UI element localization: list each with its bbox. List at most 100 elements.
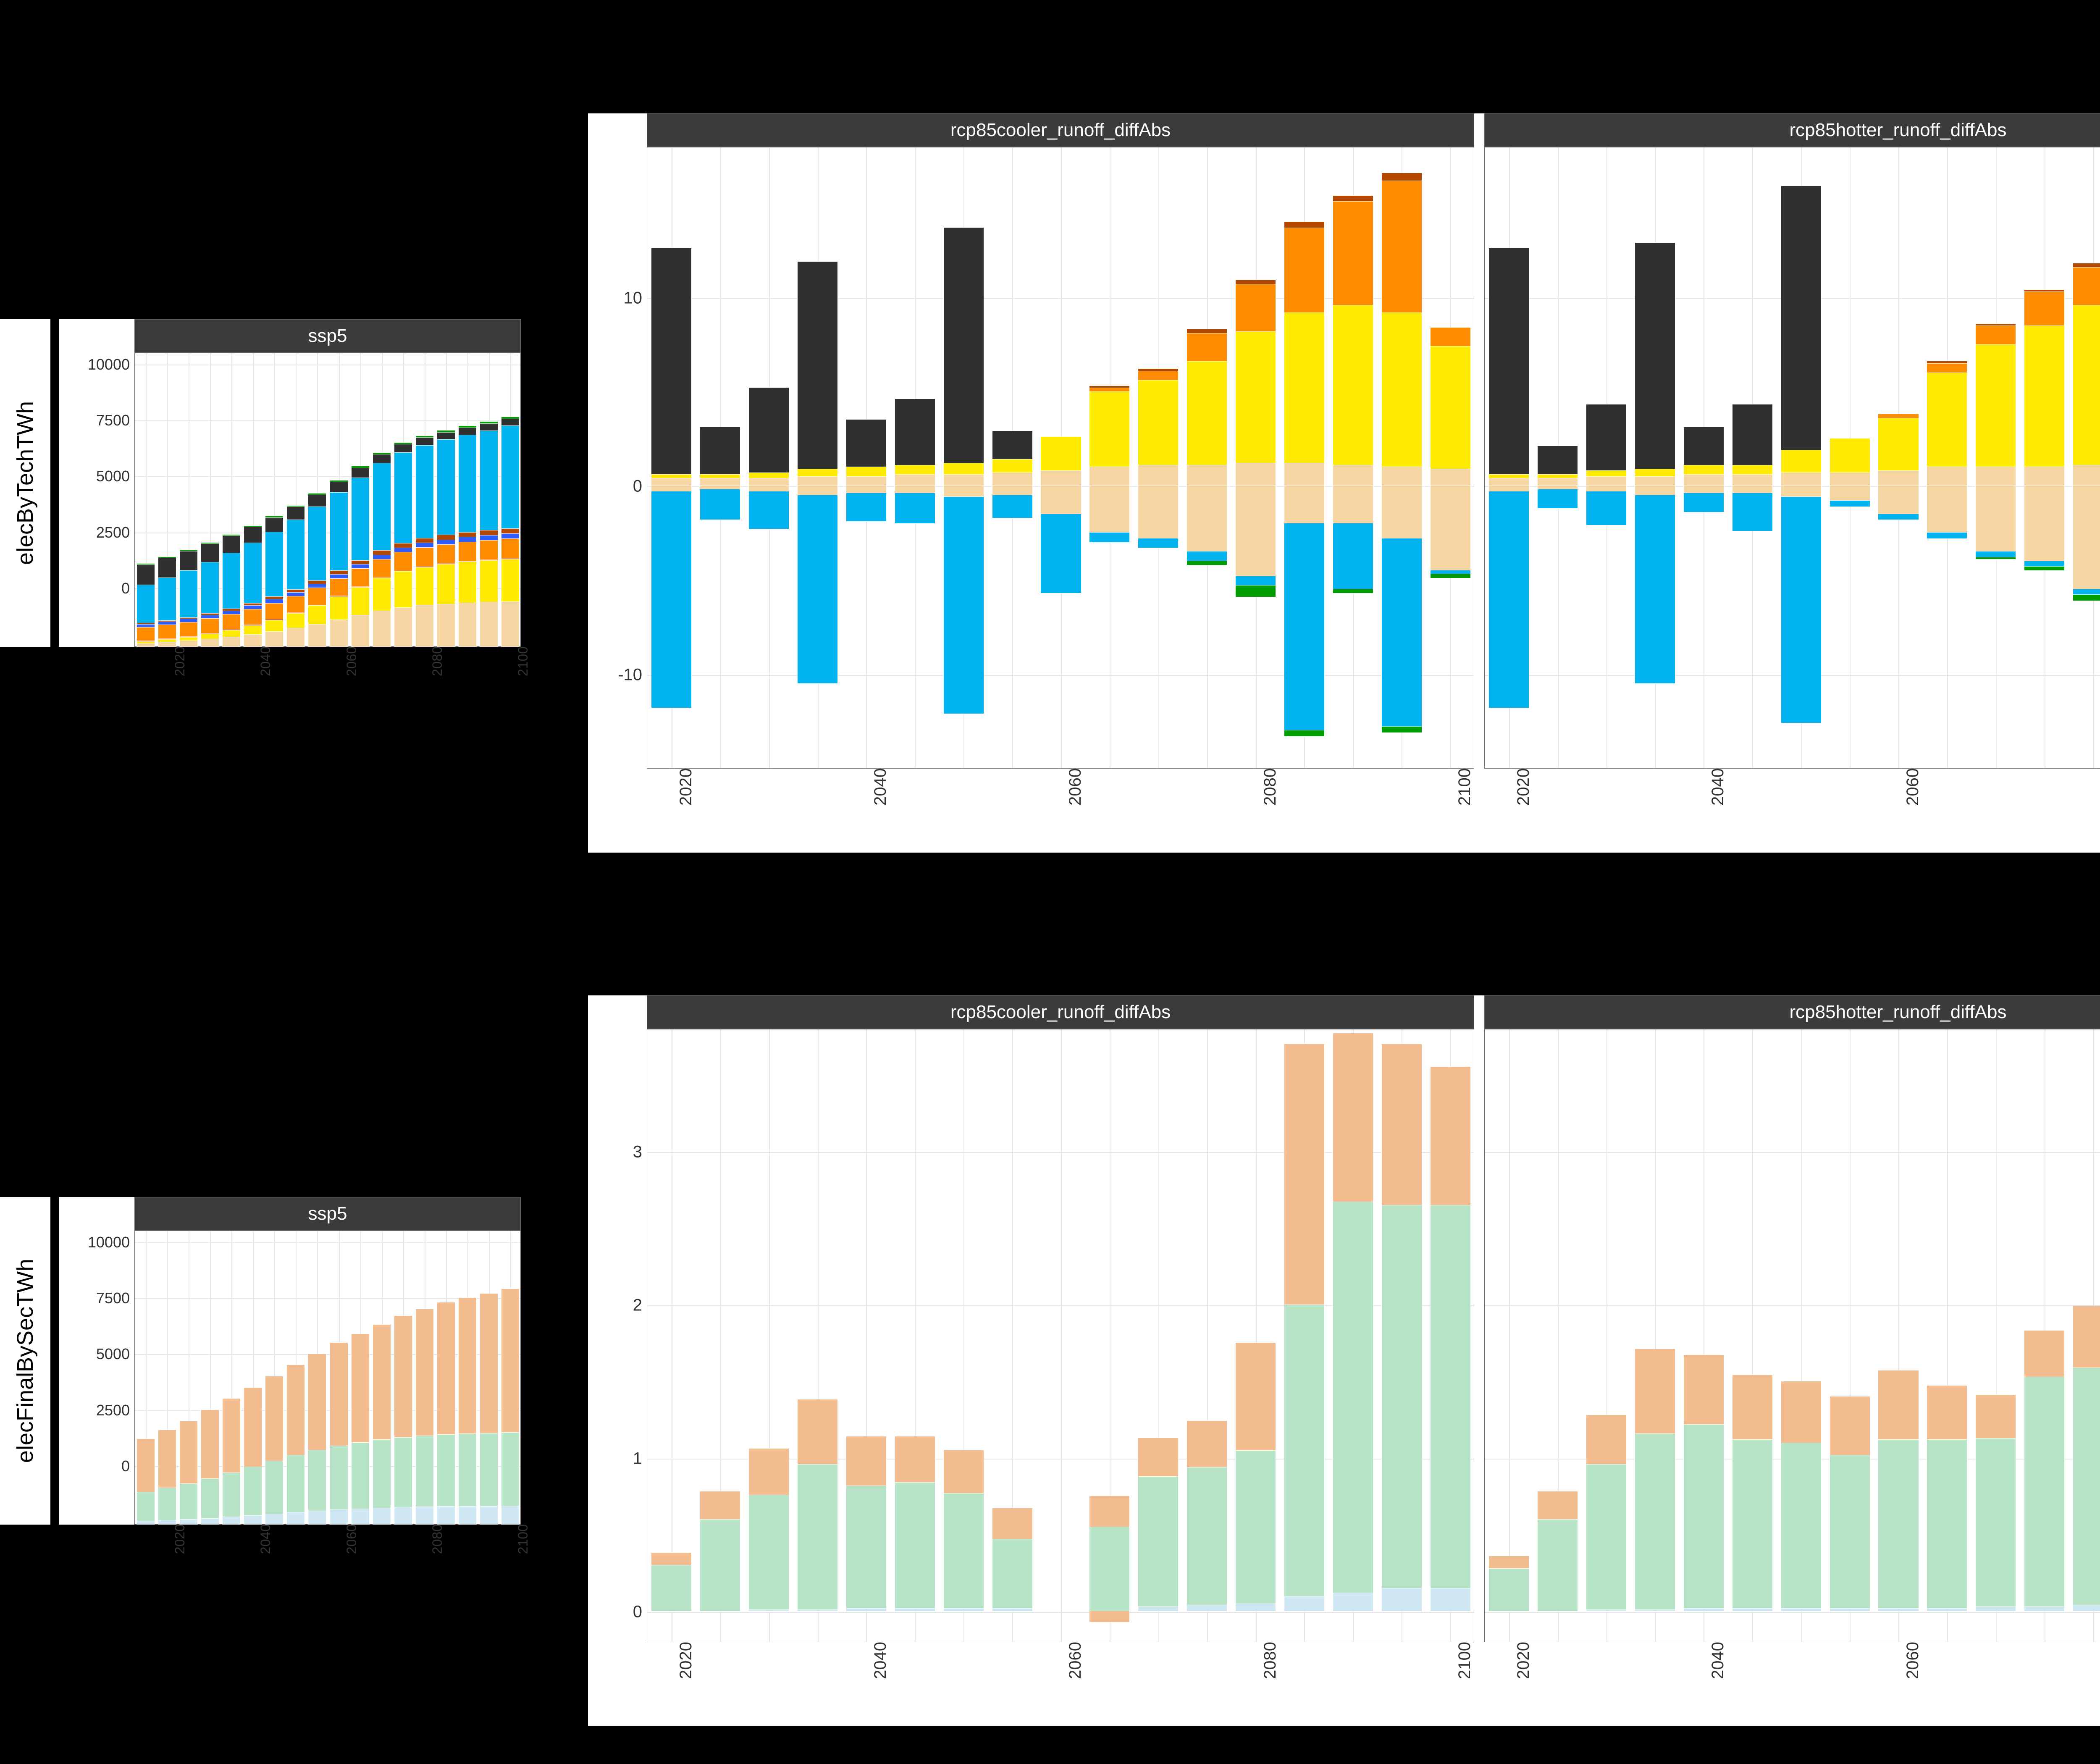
bar-seg-wind — [944, 474, 984, 486]
bar-seg-coal — [394, 444, 412, 452]
bar — [2024, 1029, 2064, 1642]
bar-seg-wind — [992, 486, 1032, 495]
bar-seg-wind — [2024, 486, 2064, 561]
bar-seg-solar — [651, 474, 691, 478]
bar — [1830, 1029, 1870, 1642]
ylabel: elecByTechTWh — [12, 401, 38, 565]
bar-seg-wind — [1138, 465, 1178, 486]
bar-seg-building — [394, 1316, 412, 1437]
bar-seg-solar — [287, 613, 304, 628]
ytick-label: 5000 — [96, 1345, 135, 1363]
bar-seg-hydro — [501, 533, 519, 538]
bar-seg-building — [1138, 1438, 1178, 1476]
bar-seg-gas — [1732, 493, 1772, 531]
bar-seg-wind — [137, 643, 155, 646]
bar — [1236, 1029, 1276, 1642]
bar — [1187, 1029, 1227, 1642]
bar-seg-geothermal — [180, 617, 197, 619]
bar-seg-biomass — [437, 430, 455, 432]
bar-seg-nuclear — [158, 625, 176, 638]
bar-seg-gas — [895, 493, 935, 523]
bar-seg-gas — [1684, 493, 1724, 512]
bar-seg-transport — [944, 1608, 984, 1611]
ytick-label: -10 — [618, 665, 647, 684]
bar-seg-gas — [1431, 570, 1470, 574]
bar-seg-wind — [1586, 476, 1626, 486]
bar-seg-industry — [2073, 1368, 2100, 1605]
bar — [480, 1289, 498, 1524]
bar-seg-industry — [1781, 1443, 1821, 1608]
bar-seg-coal — [1684, 427, 1724, 465]
bar-seg-coal — [223, 536, 240, 553]
bar — [1635, 147, 1675, 768]
bar — [1333, 1029, 1373, 1642]
bar-seg-solar — [749, 472, 789, 478]
xtick-label: 2080 — [2093, 768, 2100, 806]
bar-seg-solar — [1635, 469, 1675, 476]
bar — [244, 1289, 262, 1524]
bar-seg-hydro — [158, 622, 176, 625]
bar-seg-gas — [749, 491, 789, 529]
bar-seg-transport — [201, 1518, 219, 1524]
bar-seg-wind — [2073, 486, 2100, 589]
bar-seg-gas — [2024, 561, 2064, 567]
bar-seg-transport — [2024, 1606, 2064, 1611]
bar — [180, 1289, 197, 1524]
bar-seg-transport — [895, 1608, 935, 1611]
bar-seg-hydro — [244, 605, 262, 609]
bar-seg-hydro — [180, 619, 197, 622]
bar — [992, 1029, 1032, 1642]
ytick-label: 1 — [633, 1449, 647, 1468]
bar-seg-industry — [416, 1436, 433, 1507]
bar-seg-building — [1830, 1396, 1870, 1455]
bar-seg-industry — [158, 1488, 176, 1520]
bar-seg-solar — [180, 637, 197, 641]
bar-seg-solar — [1431, 346, 1470, 469]
bar-seg-geothermal — [308, 580, 326, 584]
bar-seg-coal — [201, 543, 219, 562]
bar-seg-gas — [308, 507, 326, 580]
bar-seg-wind — [1878, 470, 1918, 486]
bar — [651, 1029, 691, 1642]
bar-seg-wind — [480, 602, 498, 646]
bar-seg-building — [1382, 1044, 1422, 1205]
bar — [501, 411, 519, 646]
bar-seg-gas — [180, 570, 197, 617]
bar — [1089, 1029, 1129, 1642]
bar-seg-coal — [287, 507, 304, 520]
bar — [1732, 1029, 1772, 1642]
bar-seg-building — [2024, 1331, 2064, 1377]
bar-seg-building — [265, 1376, 283, 1461]
bar — [223, 1289, 240, 1524]
bar-seg-coal — [501, 419, 519, 425]
bar-seg-transport — [459, 1506, 476, 1524]
xtick-label: 2080 — [425, 646, 445, 676]
bar-seg-solar — [1878, 418, 1918, 471]
bar-seg-building — [201, 1410, 219, 1478]
bar-seg-industry — [394, 1437, 412, 1507]
bar — [749, 1029, 789, 1642]
bar-seg-coal — [992, 431, 1032, 459]
bar-seg-nuclear — [373, 559, 391, 578]
xtick-label: 2080 — [2093, 1642, 2100, 1679]
bar-seg-wind — [1187, 486, 1227, 551]
bar-seg-nuclear — [330, 578, 348, 596]
bar-seg-wind — [373, 611, 391, 646]
bar-seg-solar — [501, 559, 519, 601]
bar-seg-geothermal — [1284, 222, 1324, 227]
bar-seg-transport — [1382, 1588, 1422, 1611]
bar-seg-industry — [1830, 1455, 1870, 1608]
bar-seg-industry — [1538, 1519, 1578, 1611]
bar-seg-coal — [373, 454, 391, 463]
bar-seg-refined_liquids — [308, 605, 326, 606]
bar-seg-geothermal — [1187, 329, 1227, 333]
bar-seg-industry — [1489, 1568, 1529, 1611]
bar — [1976, 1029, 2016, 1642]
bar-seg-transport — [1781, 1608, 1821, 1611]
bar-seg-geothermal — [480, 530, 498, 535]
plot-area: 012320202040206020802100 — [647, 1029, 1474, 1642]
bar-seg-building — [1431, 1067, 1470, 1205]
bar-seg-gas — [1041, 514, 1081, 593]
bar-seg-biomass — [2024, 567, 2064, 570]
bar-seg-refined_liquids — [223, 629, 240, 630]
